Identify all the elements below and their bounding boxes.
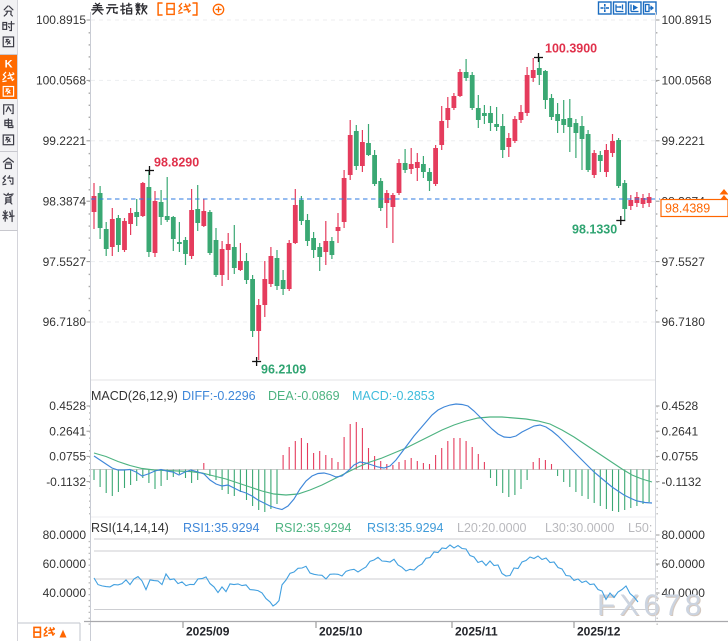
svg-text:2025/10: 2025/10	[319, 625, 363, 639]
svg-text:-0.1132: -0.1132	[46, 475, 86, 489]
svg-text:100.3900: 100.3900	[545, 42, 597, 56]
svg-text:98.8290: 98.8290	[154, 156, 199, 170]
svg-text:97.5527: 97.5527	[662, 255, 706, 269]
svg-text:99.2221: 99.2221	[662, 134, 706, 148]
svg-text:97.5527: 97.5527	[43, 255, 87, 269]
svg-text:100.8915: 100.8915	[36, 13, 86, 27]
svg-text:RSI3:35.9294: RSI3:35.9294	[367, 521, 443, 535]
svg-text:RSI(14,14,14): RSI(14,14,14)	[91, 521, 169, 535]
svg-text:100.8915: 100.8915	[662, 13, 712, 27]
svg-text:L50:: L50:	[628, 521, 652, 535]
svg-text:RSI2:35.9294: RSI2:35.9294	[275, 521, 351, 535]
svg-text:0.2641: 0.2641	[662, 424, 699, 438]
svg-text:RSI1:35.9294: RSI1:35.9294	[183, 521, 259, 535]
svg-text:0.2641: 0.2641	[49, 424, 86, 438]
svg-text:0.0755: 0.0755	[662, 450, 699, 464]
svg-text:96.7180: 96.7180	[662, 315, 706, 329]
svg-text:L30:30.0000: L30:30.0000	[545, 521, 615, 535]
svg-text:2025/11: 2025/11	[455, 625, 498, 639]
svg-text:98.1330: 98.1330	[572, 223, 617, 237]
svg-text:98.4389: 98.4389	[665, 202, 710, 216]
svg-text:MACD:-0.2853: MACD:-0.2853	[352, 389, 435, 403]
svg-text:2025/09: 2025/09	[186, 625, 230, 639]
svg-text:96.2109: 96.2109	[261, 363, 306, 377]
svg-text:100.0568: 100.0568	[36, 74, 86, 88]
svg-text:2025/12: 2025/12	[577, 625, 621, 639]
svg-text:100.0568: 100.0568	[662, 74, 712, 88]
svg-text:FX678: FX678	[597, 589, 705, 622]
svg-text:99.2221: 99.2221	[43, 134, 87, 148]
svg-text:40.0000: 40.0000	[43, 586, 87, 600]
svg-text:DEA:-0.0869: DEA:-0.0869	[268, 389, 340, 403]
svg-text:98.3874: 98.3874	[43, 194, 87, 208]
svg-text:0.0755: 0.0755	[49, 450, 86, 464]
svg-text:80.0000: 80.0000	[43, 528, 87, 542]
svg-text:0.4528: 0.4528	[662, 399, 699, 413]
svg-text:80.0000: 80.0000	[662, 528, 706, 542]
svg-text:0.4528: 0.4528	[49, 399, 86, 413]
svg-text:96.7180: 96.7180	[43, 315, 87, 329]
svg-text:MACD(26,12,9): MACD(26,12,9)	[91, 389, 178, 403]
svg-text:60.0000: 60.0000	[662, 557, 706, 571]
svg-text:DIFF:-0.2296: DIFF:-0.2296	[182, 389, 256, 403]
svg-text:40.0000: 40.0000	[662, 586, 706, 600]
svg-text:-0.1132: -0.1132	[662, 475, 702, 489]
svg-text:60.0000: 60.0000	[43, 557, 87, 571]
svg-text:K: K	[5, 59, 13, 71]
svg-text:L20:20.0000: L20:20.0000	[457, 521, 527, 535]
